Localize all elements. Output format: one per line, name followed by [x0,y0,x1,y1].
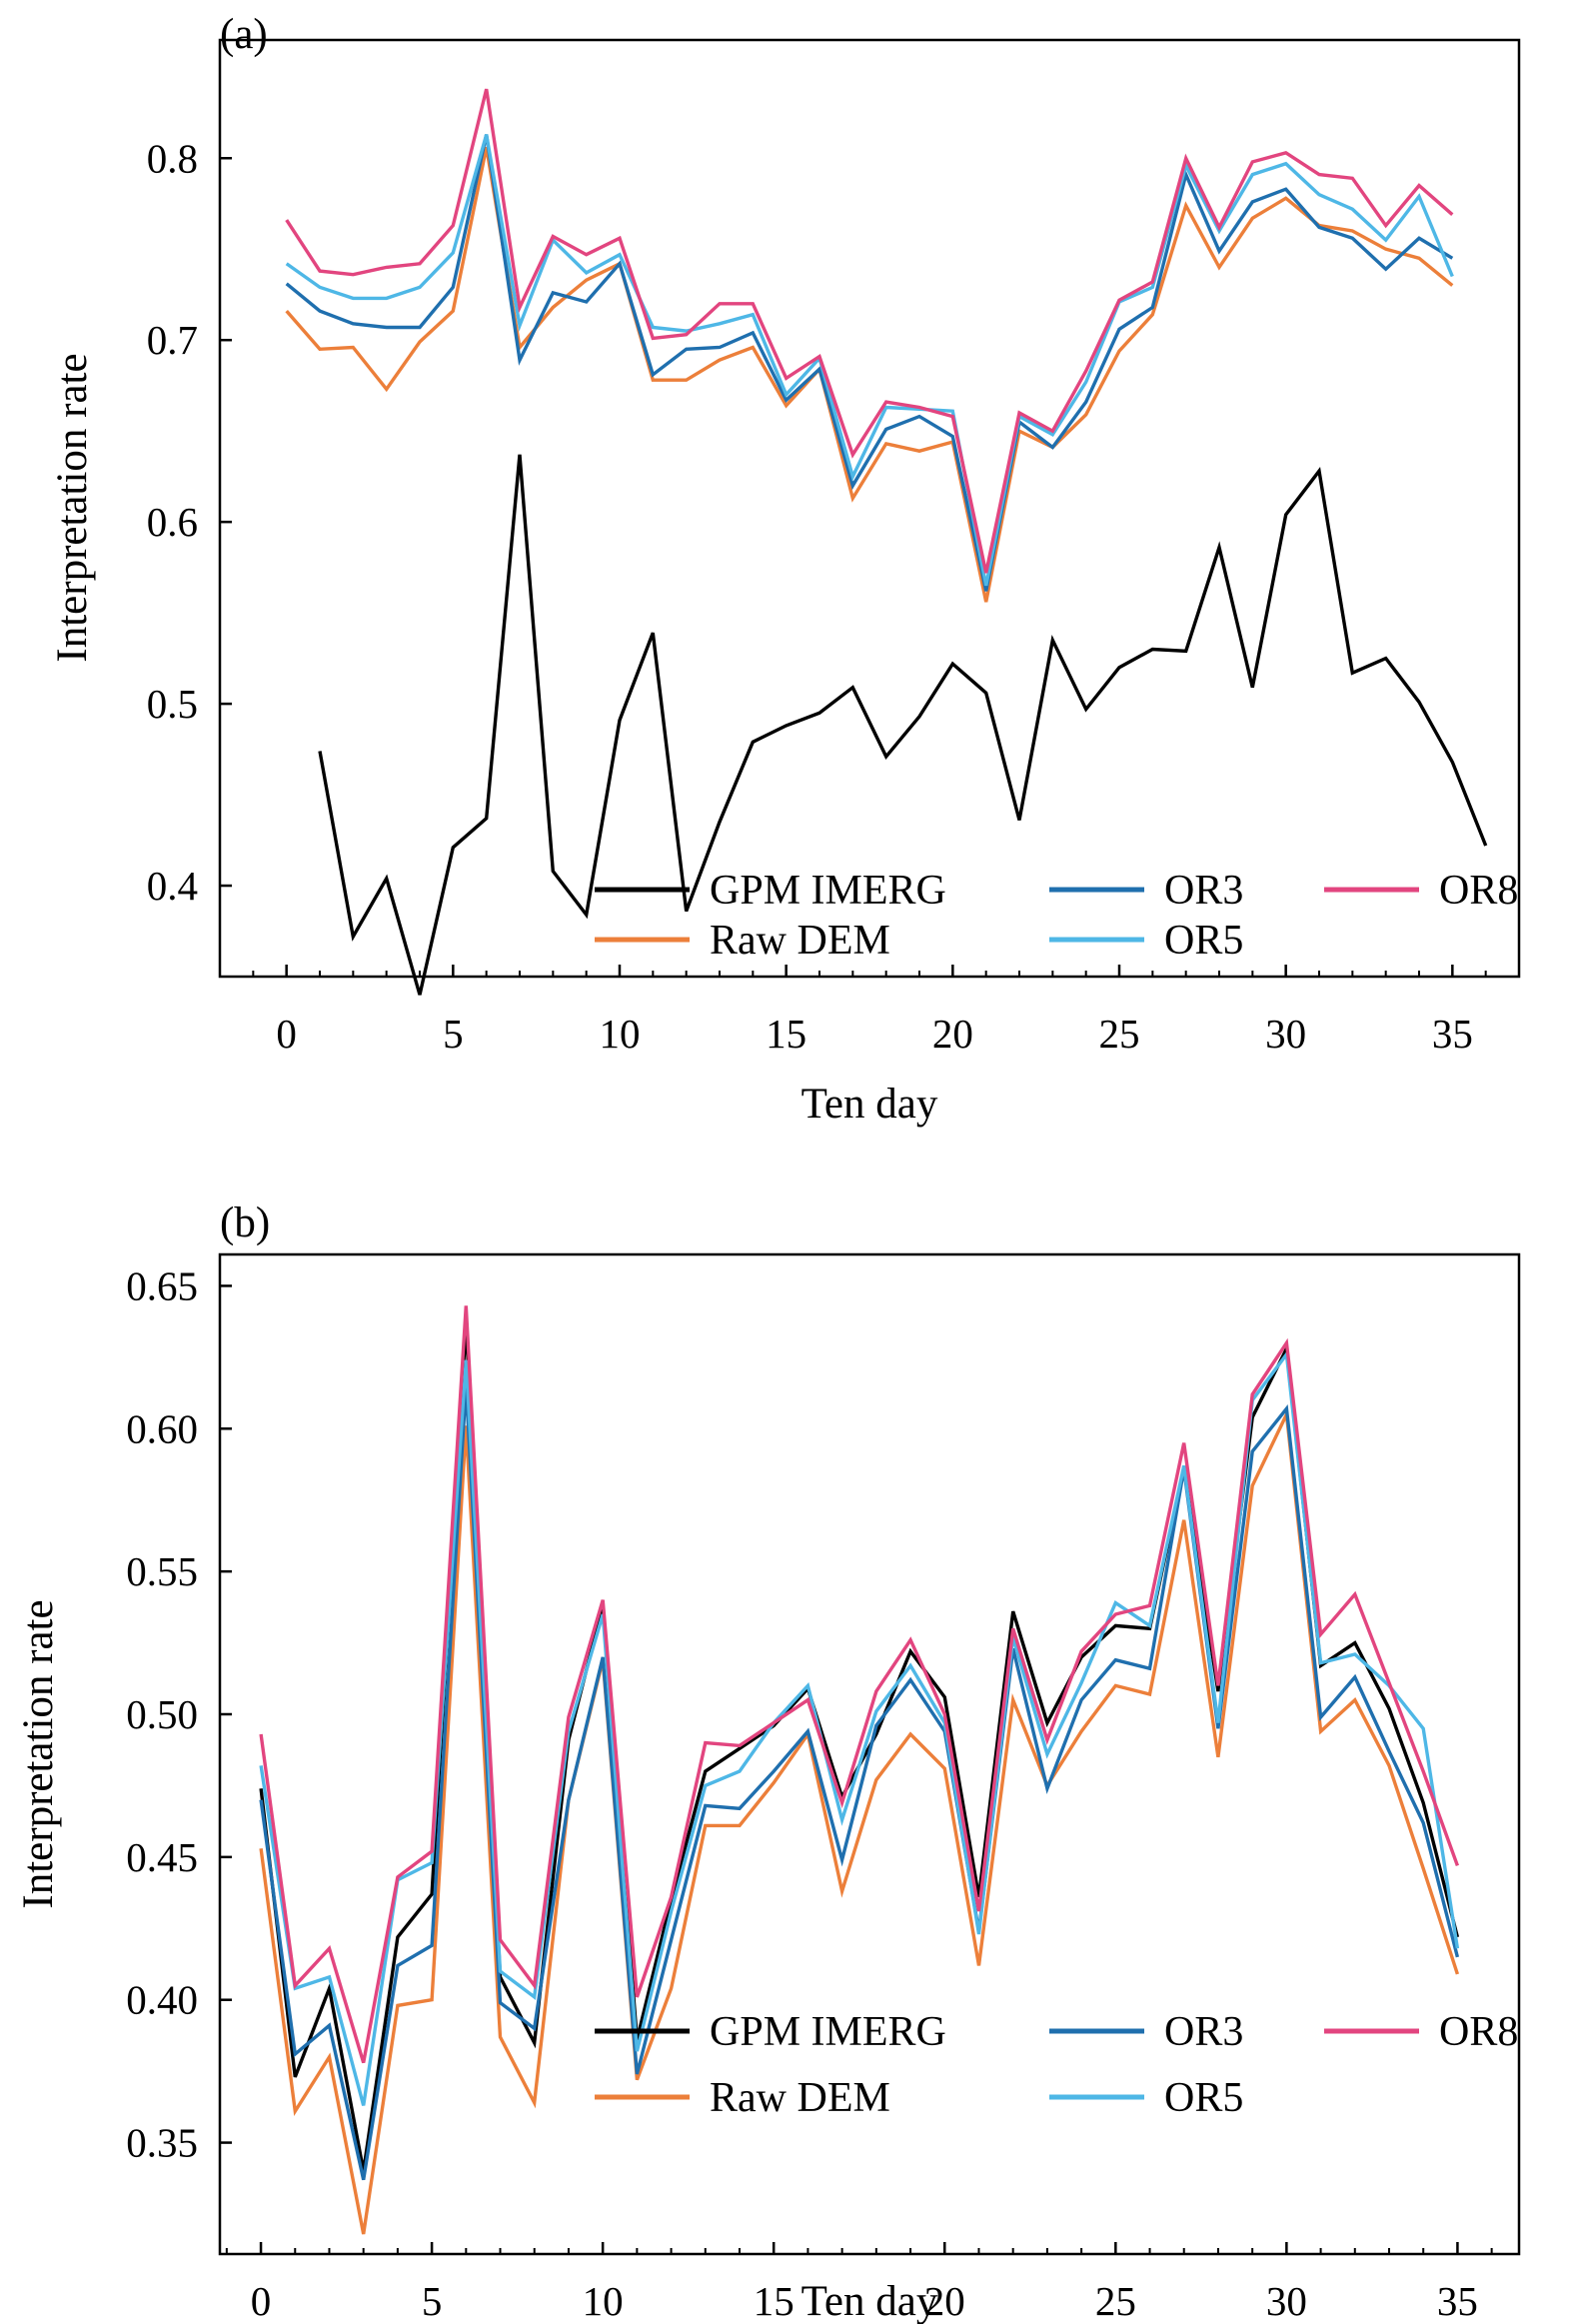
x-tick-label: 30 [1265,1011,1306,1057]
series-line-or8 [285,88,1454,574]
series-line-raw-dem [285,146,1454,603]
x-tick-label: 15 [766,1011,806,1057]
y-tick-label: 0.40 [126,1977,198,2023]
panel-a-y-axis-label: Interpretation rate [49,353,96,662]
x-tick-label: 10 [600,1011,641,1057]
y-tick-label: 0.60 [126,1405,198,1451]
panel-a-x-axis-label: Ten day [801,1081,938,1128]
legend-label-or5: OR5 [1164,918,1243,964]
legend-label-or3: OR3 [1164,2009,1243,2055]
panel-b-series [259,1305,1460,2235]
x-tick-label: 0 [251,2278,272,2324]
legend-label-raw-dem: Raw DEM [710,918,890,964]
series-line-raw-dem [259,1407,1460,2235]
series-line-gpm-imerg [318,454,1488,996]
x-tick-label: 20 [932,1011,973,1057]
legend-label-or8: OR8 [1439,2009,1518,2055]
y-tick-label: 0.65 [126,1262,198,1308]
y-tick-label: 0.55 [126,1548,198,1594]
panel-b-x-axis-label: Ten day [801,2278,938,2324]
y-tick-label: 0.4 [147,863,198,909]
panel-b: (b) 0 5 10 15 20 25 30 35 0.35 0.40 0.45 0.50 0.55 0.… [15,1199,1521,2324]
legend-label-raw-dem: Raw DEM [710,2075,890,2121]
x-tick-label: 30 [1266,2278,1307,2324]
x-tick-label: 35 [1432,1011,1473,1057]
y-tick-label: 0.45 [126,1834,198,1880]
panel-b-plot-frame [218,1252,1521,2256]
y-tick-label: 0.7 [147,317,198,363]
panel-a: (a) 0 5 10 15 20 25 30 35 0.4 0.5 0.6 0.7 0.8 Ten da… [49,11,1521,1128]
x-tick-label: 0 [276,1011,297,1057]
series-line-or3 [259,1385,1460,2181]
x-tick-label: 25 [1095,2278,1136,2324]
x-tick-label: 20 [924,2278,965,2324]
x-tick-label: 5 [443,1011,464,1057]
legend-label-gpm-imerg: GPM IMERG [710,2009,946,2055]
y-tick-label: 0.5 [147,681,198,727]
panel-a-label: (a) [220,11,268,58]
panel-a-ticks: 0 5 10 15 20 25 30 35 0.4 0.5 0.6 0.7 0.8 [147,135,1520,1057]
panel-a-series [285,88,1488,996]
panel-b-ticks: 0 5 10 15 20 25 30 35 0.35 0.40 0.45 0.50 0.55 0.60 0.… [126,1262,1493,2324]
panel-b-y-axis-label: Interpretation rate [15,1599,62,1908]
y-tick-label: 0.8 [147,135,198,181]
x-tick-label: 35 [1437,2278,1478,2324]
legend-label-or3: OR3 [1164,868,1243,914]
legend-label-or5: OR5 [1164,2075,1243,2121]
y-tick-label: 0.6 [147,499,198,545]
series-line-or5 [259,1349,1460,2106]
panel-b-legend: GPM IMERG Raw DEM OR3 OR5 OR8 [595,2009,1518,2121]
panel-b-label: (b) [220,1199,270,1246]
x-tick-label: 25 [1099,1011,1140,1057]
y-tick-label: 0.50 [126,1691,198,1737]
y-tick-label: 0.35 [126,2120,198,2166]
legend-label-or8: OR8 [1439,868,1518,914]
x-tick-label: 10 [583,2278,624,2324]
legend-label-gpm-imerg: GPM IMERG [710,868,946,914]
series-line-or5 [285,134,1454,587]
x-tick-label: 15 [754,2278,794,2324]
panel-a-plot-frame [218,38,1521,979]
x-tick-label: 5 [422,2278,443,2324]
series-line-or8 [259,1305,1459,2064]
